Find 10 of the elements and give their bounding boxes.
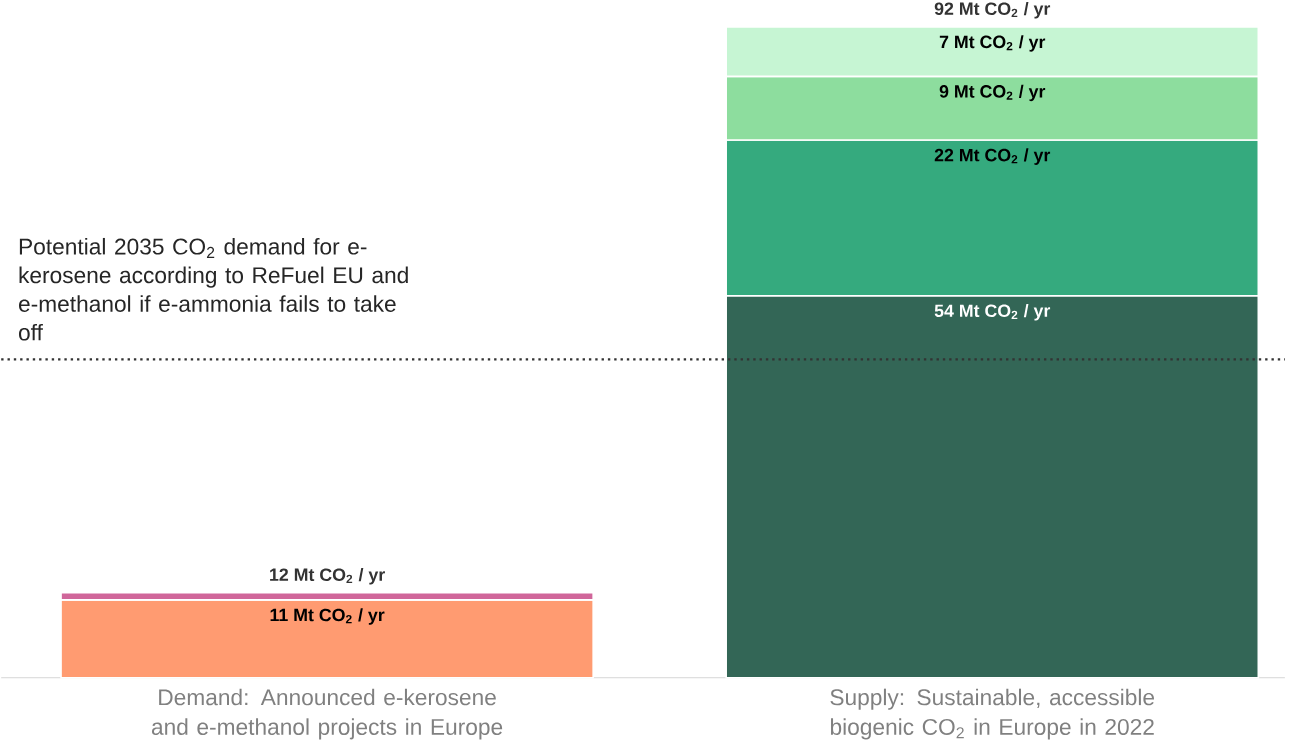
data-label: 7 Mt CO$_{2}$ / yr xyxy=(939,35,1046,52)
x-tick-label: Demand: Announced e-kerosene and e-methanol projects in Europe xyxy=(151,688,503,740)
data-label: 11 Mt CO$_{2}$ / yr xyxy=(270,608,385,625)
data-label: 22 Mt CO$_{2}$ / yr xyxy=(934,148,1051,165)
total-label: 12 Mt CO$_{2}$ / yr xyxy=(270,567,385,585)
data-label: 54 Mt CO$_{2}$ / yr xyxy=(934,303,1051,321)
x-tick-label: Supply: Sustainable, accessible biogenic CO$_{2}$ in Europe in 2022 xyxy=(830,688,1155,740)
total-label: 92 Mt CO$_{2}$ / yr xyxy=(934,1,1051,19)
ref-line-label: Potential 2035 CO$_{2}$ demand for e-kerosene according to ReFuel EU and e-methanol if e-ammonia fails to take off xyxy=(19,237,408,341)
data-label: 9 Mt CO$_{2}$ / yr xyxy=(939,84,1046,102)
